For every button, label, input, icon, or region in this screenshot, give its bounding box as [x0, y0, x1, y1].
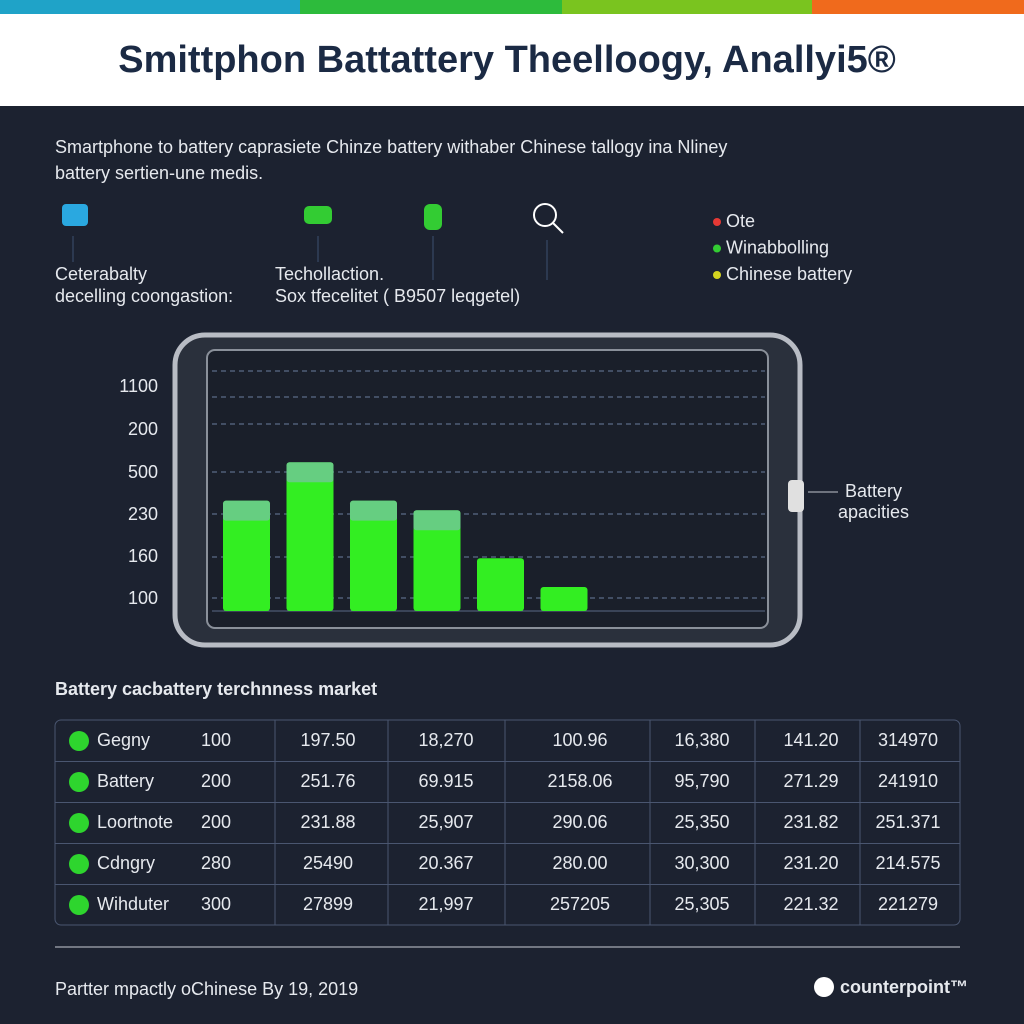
table-cell: 100.96 [552, 730, 607, 750]
table-cell: 214.575 [875, 853, 940, 873]
table-cell: 271.29 [783, 771, 838, 791]
bar-cap [350, 500, 397, 521]
table-cell: 290.06 [552, 812, 607, 832]
legend-swatch [713, 271, 721, 279]
y-axis-label: 1100 [119, 376, 158, 396]
footer-note: Partter mpactly oChinese By 19, 2019 [55, 979, 358, 999]
table-cell: 25,350 [674, 812, 729, 832]
table-cell: Cdngry [97, 853, 155, 873]
table-cell: 27899 [303, 894, 353, 914]
table-title: Battery cacbattery terchnness market [55, 679, 377, 699]
feature-label: Ceterabalty [55, 264, 147, 284]
table-cell: 100 [201, 730, 231, 750]
stripe [562, 0, 812, 14]
row-dot [69, 813, 89, 833]
y-axis-label: 160 [128, 546, 158, 566]
stripe [812, 0, 1024, 14]
bar-cap [286, 462, 334, 483]
table-cell: 20.367 [418, 853, 473, 873]
table-cell: 231.20 [783, 853, 838, 873]
table-cell: 241910 [878, 771, 938, 791]
bar [413, 510, 461, 611]
bar [223, 500, 270, 611]
row-dot [69, 895, 89, 915]
table-cell: 95,790 [674, 771, 729, 791]
table-cell: 231.82 [783, 812, 838, 832]
feature-label: Sox tfecelitet ( B9507 leqgetel) [275, 286, 520, 306]
table-cell: 257205 [550, 894, 610, 914]
table-cell: 30,300 [674, 853, 729, 873]
table-cell: 200 [201, 812, 231, 832]
bar-cap [223, 500, 270, 521]
logo-icon [814, 977, 834, 997]
table-cell: 2158.06 [547, 771, 612, 791]
legend-swatch [713, 244, 721, 253]
phone-button [788, 480, 804, 512]
y-axis-label: 500 [128, 462, 158, 482]
table-cell: 251.371 [875, 812, 940, 832]
table-cell: 300 [201, 894, 231, 914]
title: Smittphon Battattery Theelloogy, Anallyi… [118, 39, 896, 81]
row-dot [69, 731, 89, 751]
row-dot [69, 772, 89, 792]
table-cell: 280.00 [552, 853, 607, 873]
table-cell: 25,305 [674, 894, 729, 914]
table-cell: 69.915 [418, 771, 473, 791]
screen [206, 349, 769, 629]
table-cell: 251.76 [300, 771, 355, 791]
table-frame [54, 719, 961, 926]
icons [62, 203, 564, 280]
legend-label: Ote [726, 211, 755, 231]
legend-label: Chinese battery [726, 264, 852, 284]
table-cell: 16,380 [674, 730, 729, 750]
y-axis-label: 230 [128, 504, 158, 524]
table-cell: 221279 [878, 894, 938, 914]
legend-swatch [713, 218, 721, 226]
y-axis-label: 200 [128, 419, 158, 439]
table-cell: 25,907 [418, 812, 473, 832]
bar [286, 462, 334, 611]
table-cell: 231.88 [300, 812, 355, 832]
table-cell: 18,270 [418, 730, 473, 750]
table-cell: 200 [201, 771, 231, 791]
row-dot [69, 854, 89, 874]
subtitle: Smartphone to battery caprasiete Chinze … [55, 137, 727, 157]
table-cell: Battery [97, 771, 154, 791]
table-cell: 221.32 [783, 894, 838, 914]
y-axis-label: 100 [128, 588, 158, 608]
table-cell: Gegny [97, 730, 150, 750]
feature-label: Techollaction. [275, 264, 384, 284]
table-cell: 197.50 [300, 730, 355, 750]
brand: counterpoint™ [840, 977, 968, 997]
feature-label: decelling coongastion: [55, 286, 233, 306]
bar [540, 587, 588, 611]
table-cell: Wihduter [97, 894, 169, 914]
bar [350, 500, 397, 611]
annotation: Battery [845, 481, 902, 501]
bar-cap [413, 510, 461, 531]
stripe [0, 0, 300, 14]
table-cell: 280 [201, 853, 231, 873]
stripe [300, 0, 562, 14]
legend-label: Winabbolling [726, 237, 829, 257]
annotation: apacities [838, 502, 909, 522]
table-cell: 141.20 [783, 730, 838, 750]
table-cell: 21,997 [418, 894, 473, 914]
header-band [0, 14, 1024, 106]
subtitle: battery sertien-une medis. [55, 163, 263, 183]
table-cell: 25490 [303, 853, 353, 873]
table-cell: Loortnote [97, 812, 173, 832]
table-cell: 314970 [878, 730, 938, 750]
bar [477, 558, 524, 611]
